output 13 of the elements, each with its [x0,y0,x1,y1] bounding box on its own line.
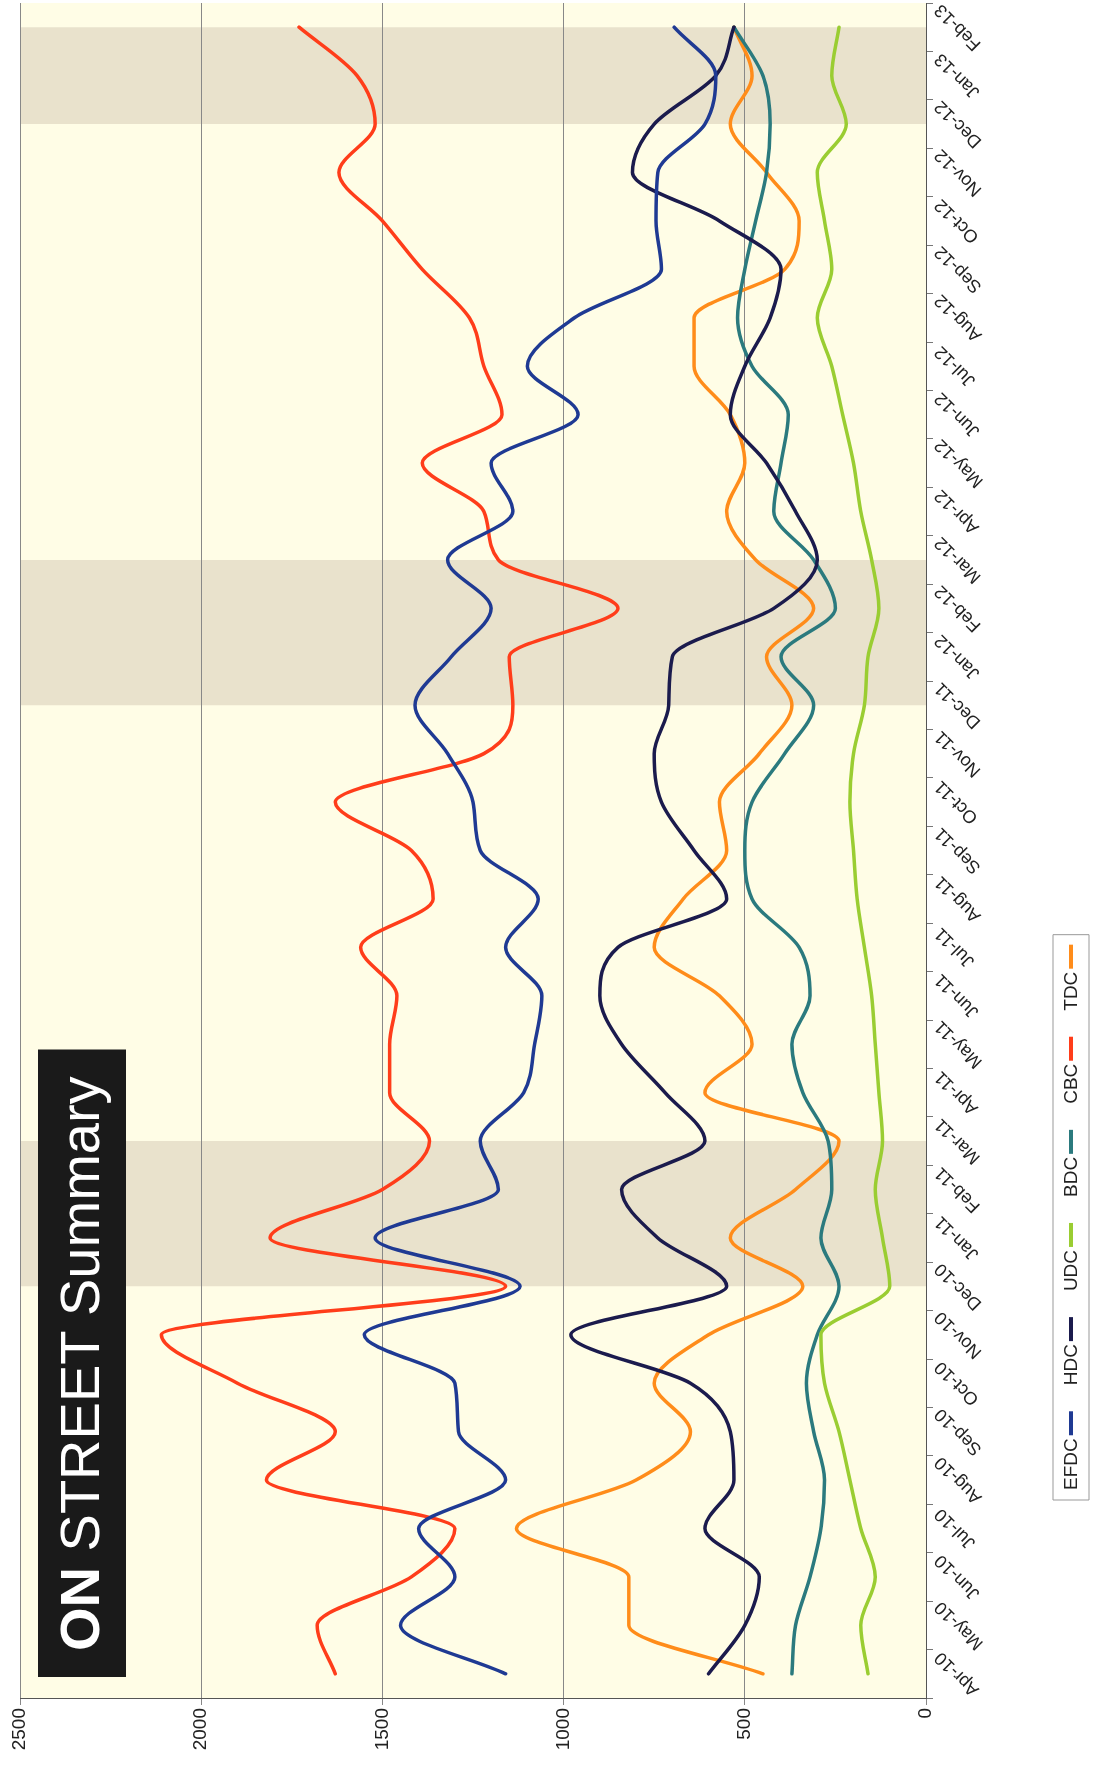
x-tick-label: 2500 [8,1708,30,1751]
legend-label: UDC [1060,1249,1082,1292]
x-tick-label: 1000 [551,1708,573,1751]
legend-label: HDC [1060,1344,1082,1386]
x-tick-label: 2000 [189,1708,211,1751]
legend-label: CBC [1060,1063,1082,1104]
x-tick-label: 500 [733,1708,755,1740]
legend-label: TDC [1060,971,1082,1011]
x-tick-label: 0 [914,1708,936,1719]
legend-label: EFDC [1060,1438,1082,1490]
x-tick-label: 1500 [370,1708,392,1751]
legend-label: BDC [1060,1156,1082,1197]
text: ON STREET Summary [48,1076,112,1651]
